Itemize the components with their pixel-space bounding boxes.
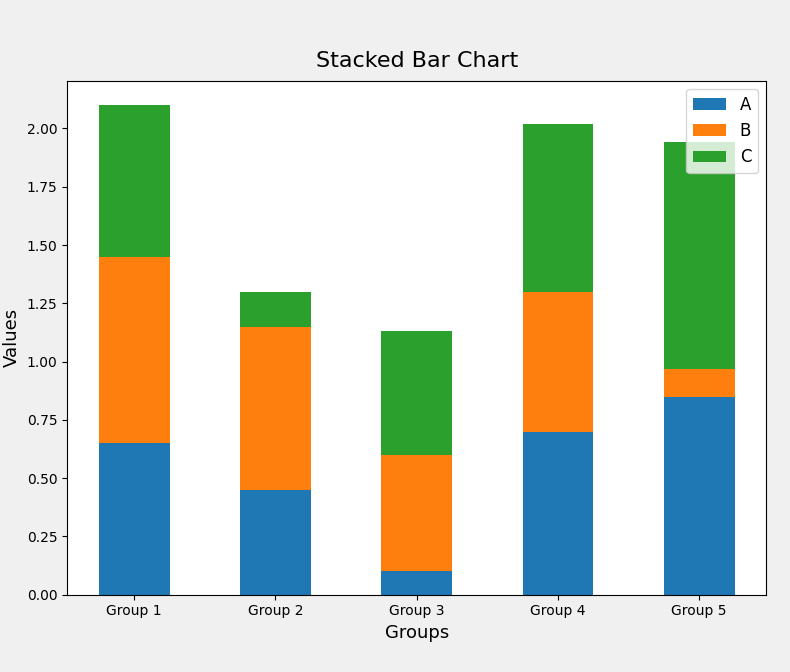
Bar <box>382 571 452 595</box>
Bar <box>664 368 735 396</box>
Y-axis label: Values: Values <box>3 308 21 367</box>
Legend: A, B, C: A, B, C <box>687 89 758 173</box>
Bar <box>240 327 310 490</box>
Bar <box>240 292 310 327</box>
Bar <box>99 257 170 443</box>
Bar <box>523 292 593 431</box>
Bar <box>664 396 735 595</box>
Bar <box>382 331 452 455</box>
Bar <box>99 443 170 595</box>
Bar <box>523 431 593 595</box>
Title: Stacked Bar Chart: Stacked Bar Chart <box>315 51 518 71</box>
Bar <box>523 124 593 292</box>
Bar <box>240 490 310 595</box>
Bar <box>382 455 452 571</box>
X-axis label: Groups: Groups <box>385 624 449 642</box>
Bar <box>99 105 170 257</box>
Bar <box>664 142 735 368</box>
